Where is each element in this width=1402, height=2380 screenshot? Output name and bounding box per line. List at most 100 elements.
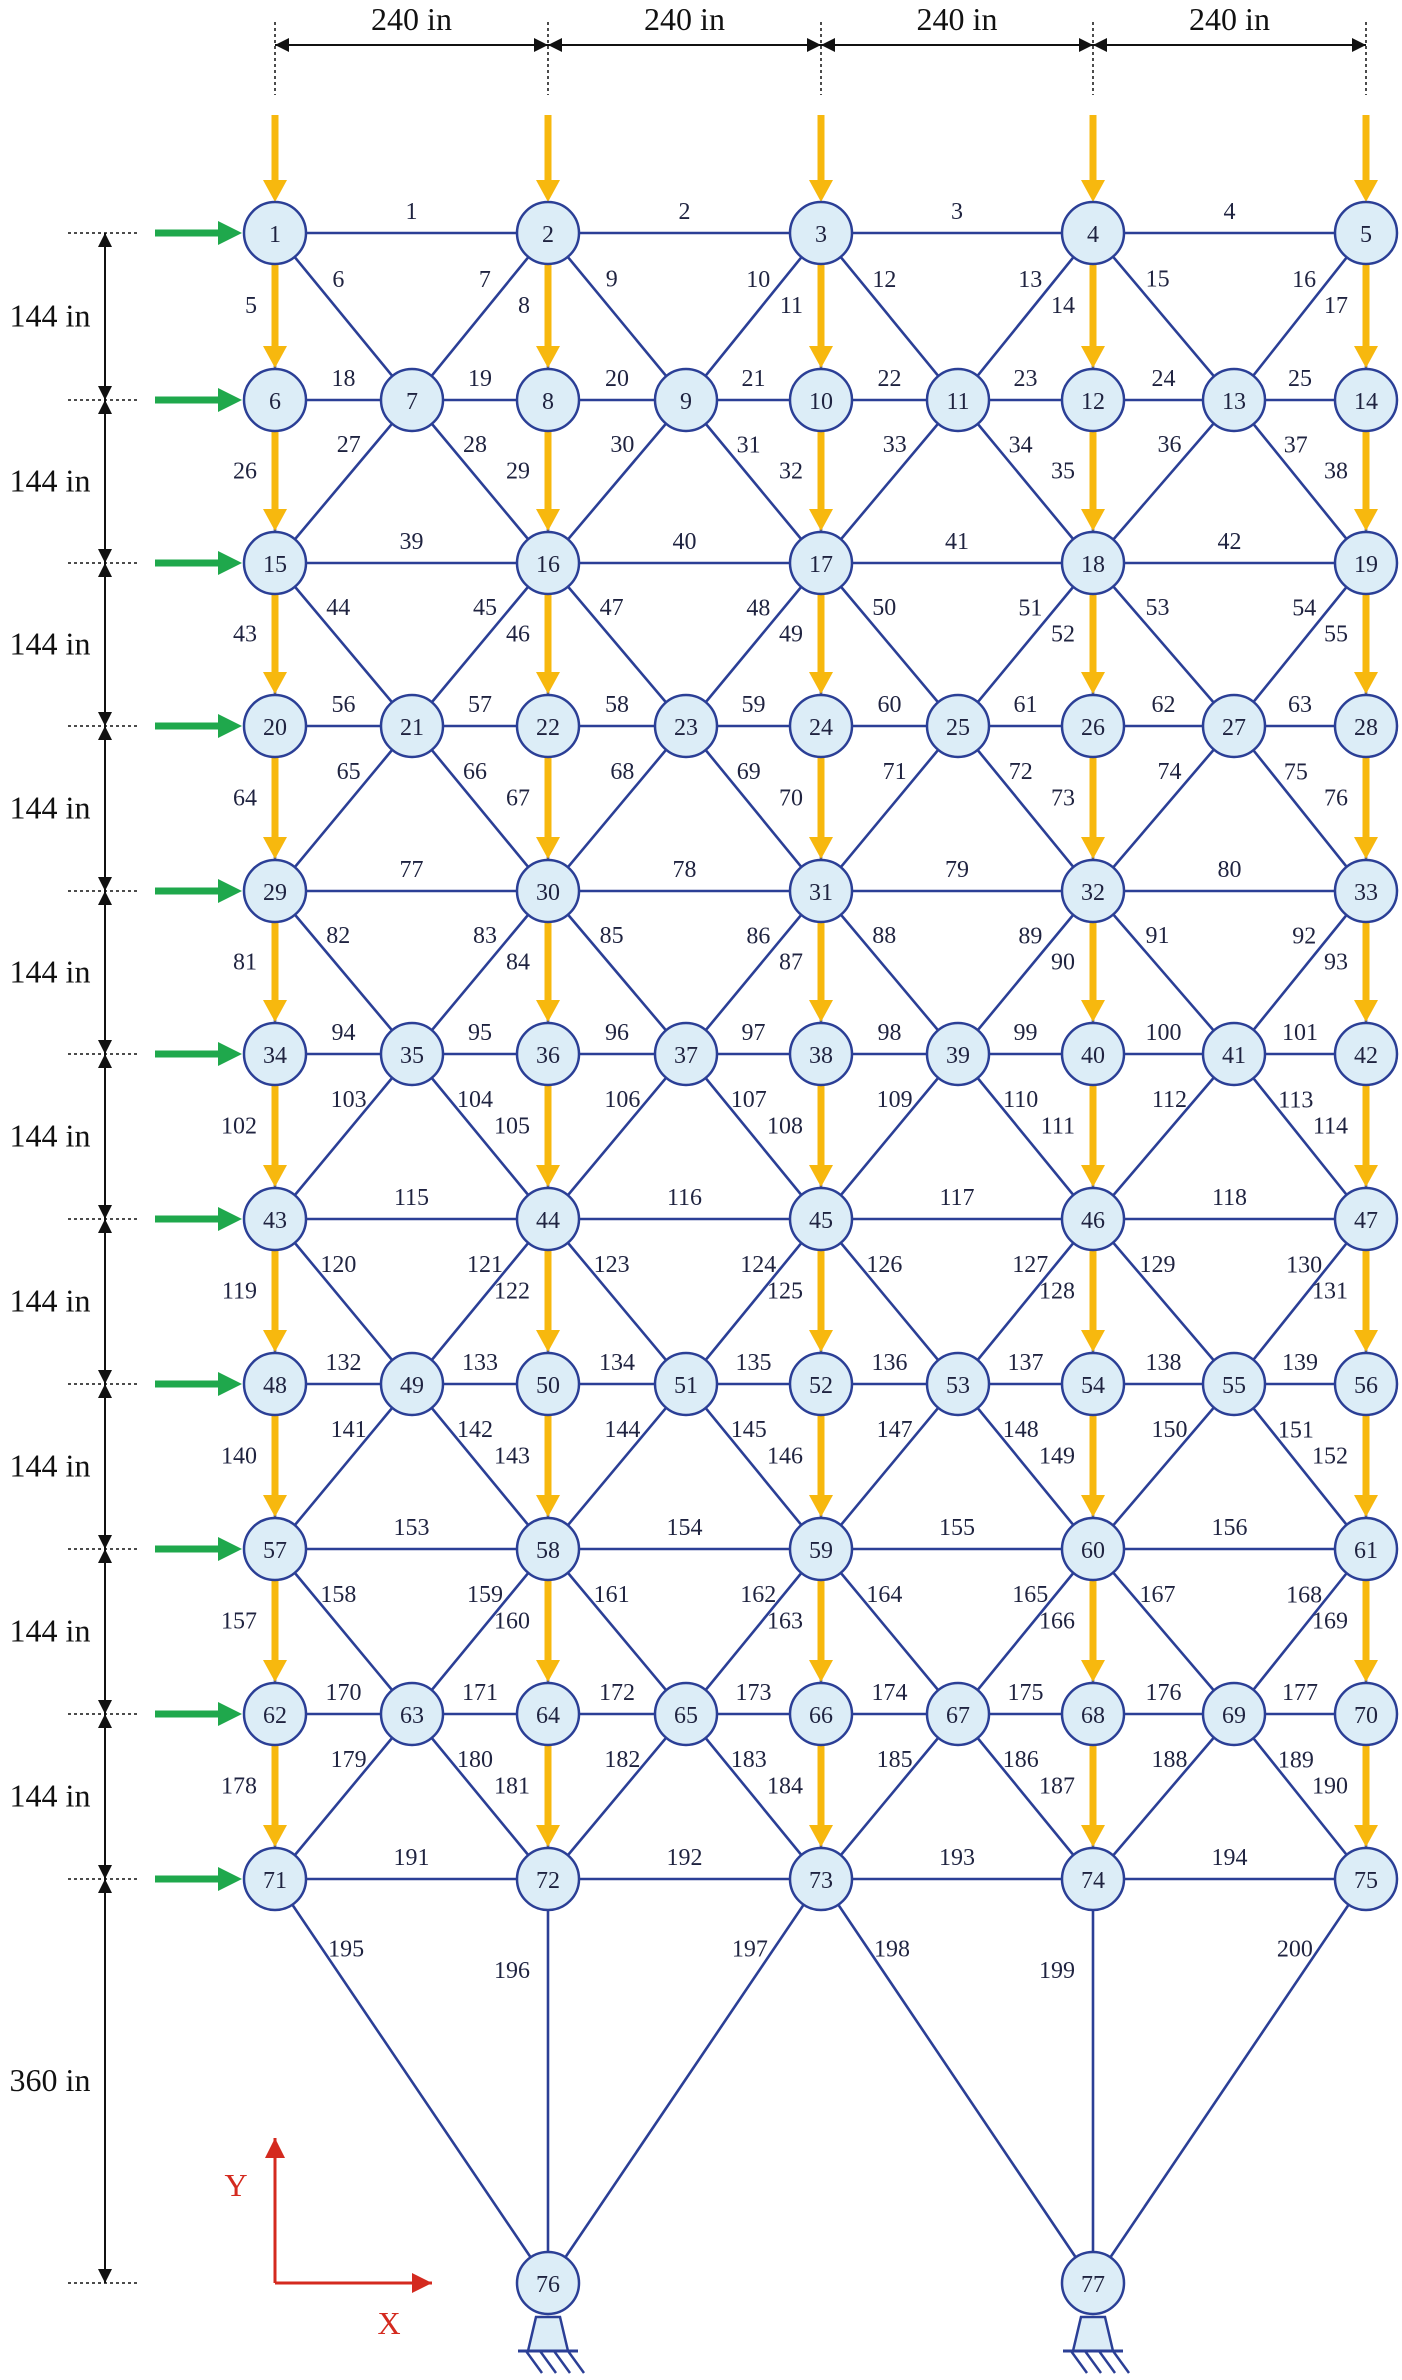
member-107 bbox=[684, 1053, 823, 1220]
member-label-59: 59 bbox=[742, 692, 766, 718]
member-label-48: 48 bbox=[746, 595, 770, 621]
node-label-10: 10 bbox=[809, 389, 833, 415]
node-5 bbox=[1333, 200, 1399, 266]
node-label-15: 15 bbox=[263, 552, 287, 578]
member-label-13: 13 bbox=[1018, 267, 1042, 293]
node-33 bbox=[1333, 858, 1399, 924]
member-162 bbox=[684, 1548, 823, 1715]
node-label-46: 46 bbox=[1081, 1208, 1105, 1234]
node-63 bbox=[379, 1681, 445, 1747]
member-label-165: 165 bbox=[1012, 1582, 1048, 1608]
right-arrow-icon bbox=[155, 1537, 242, 1561]
member-label-27: 27 bbox=[337, 432, 361, 458]
down-arrow-icon bbox=[536, 1251, 560, 1352]
member-label-162: 162 bbox=[740, 1582, 776, 1608]
member-label-172: 172 bbox=[599, 1680, 635, 1706]
member-label-81: 81 bbox=[233, 949, 257, 975]
member-68 bbox=[547, 725, 687, 892]
member-label-7: 7 bbox=[479, 267, 491, 293]
vertical-dimension-label: 144 in bbox=[10, 463, 91, 499]
node-label-21: 21 bbox=[400, 715, 424, 741]
member-label-56: 56 bbox=[332, 692, 356, 718]
node-label-1: 1 bbox=[269, 222, 281, 248]
member-label-104: 104 bbox=[457, 1087, 493, 1113]
member-label-195: 195 bbox=[328, 1937, 364, 1963]
member-189 bbox=[1232, 1713, 1368, 1880]
node-23 bbox=[653, 693, 719, 759]
member-36 bbox=[1092, 399, 1235, 564]
member-label-47: 47 bbox=[600, 595, 624, 621]
node-label-58: 58 bbox=[536, 1538, 560, 1564]
member-9 bbox=[546, 232, 688, 401]
member-164 bbox=[819, 1548, 960, 1715]
member-label-113: 113 bbox=[1278, 1087, 1313, 1113]
down-arrow-icon bbox=[1081, 1251, 1105, 1352]
member-82 bbox=[274, 890, 413, 1055]
member-label-30: 30 bbox=[610, 432, 634, 458]
node-label-50: 50 bbox=[536, 1373, 560, 1399]
member-label-86: 86 bbox=[746, 923, 770, 949]
member-label-146: 146 bbox=[767, 1443, 803, 1469]
down-arrow-icon bbox=[536, 923, 560, 1022]
node-28 bbox=[1333, 693, 1399, 759]
node-56 bbox=[1333, 1351, 1399, 1417]
node-60 bbox=[1060, 1516, 1126, 1582]
member-label-70: 70 bbox=[779, 785, 803, 811]
node-19 bbox=[1333, 530, 1399, 596]
node-41 bbox=[1201, 1021, 1267, 1087]
member-label-68: 68 bbox=[610, 759, 634, 785]
member-130 bbox=[1232, 1218, 1368, 1385]
member-label-184: 184 bbox=[767, 1773, 803, 1799]
vertical-dimension-label: 144 in bbox=[10, 790, 91, 826]
node-label-34: 34 bbox=[263, 1043, 287, 1069]
node-20 bbox=[242, 693, 308, 759]
member-label-118: 118 bbox=[1212, 1185, 1247, 1211]
down-arrow-icon bbox=[1354, 115, 1378, 202]
member-label-114: 114 bbox=[1313, 1113, 1348, 1139]
member-label-29: 29 bbox=[506, 458, 530, 484]
node-66 bbox=[788, 1681, 854, 1747]
down-arrow-icon bbox=[809, 1251, 833, 1352]
right-arrow-icon bbox=[155, 551, 242, 575]
member-label-94: 94 bbox=[332, 1020, 356, 1046]
node-label-29: 29 bbox=[263, 880, 287, 906]
node-62 bbox=[242, 1681, 308, 1747]
node-39 bbox=[925, 1021, 991, 1087]
down-arrow-icon bbox=[1354, 923, 1378, 1022]
horizontal-dimension-label: 240 in bbox=[371, 1, 452, 37]
member-label-155: 155 bbox=[939, 1515, 975, 1541]
node-label-32: 32 bbox=[1081, 880, 1105, 906]
node-label-5: 5 bbox=[1360, 222, 1372, 248]
member-label-50: 50 bbox=[872, 595, 896, 621]
member-label-74: 74 bbox=[1157, 759, 1181, 785]
member-83 bbox=[411, 890, 549, 1055]
member-label-36: 36 bbox=[1158, 432, 1182, 458]
member-label-129: 129 bbox=[1140, 1252, 1176, 1278]
node-label-71: 71 bbox=[263, 1868, 287, 1894]
member-label-178: 178 bbox=[221, 1773, 257, 1799]
member-label-109: 109 bbox=[877, 1087, 913, 1113]
member-label-21: 21 bbox=[742, 366, 766, 392]
member-129 bbox=[1092, 1218, 1235, 1385]
member-167 bbox=[1092, 1548, 1235, 1715]
node-65 bbox=[653, 1681, 719, 1747]
node-label-7: 7 bbox=[406, 389, 418, 415]
member-label-193: 193 bbox=[939, 1845, 975, 1871]
member-label-154: 154 bbox=[667, 1515, 703, 1541]
member-label-141: 141 bbox=[331, 1417, 367, 1443]
member-label-102: 102 bbox=[221, 1113, 257, 1139]
member-label-90: 90 bbox=[1051, 949, 1075, 975]
node-57 bbox=[242, 1516, 308, 1582]
down-arrow-icon bbox=[1354, 1086, 1378, 1187]
member-label-33: 33 bbox=[883, 432, 907, 458]
member-label-161: 161 bbox=[594, 1582, 630, 1608]
node-7 bbox=[379, 367, 445, 433]
member-label-120: 120 bbox=[320, 1252, 356, 1278]
member-44 bbox=[274, 562, 413, 727]
member-15 bbox=[1092, 232, 1235, 401]
member-label-5: 5 bbox=[245, 293, 257, 319]
down-arrow-icon bbox=[263, 1746, 287, 1847]
down-arrow-icon bbox=[536, 1086, 560, 1187]
member-161 bbox=[547, 1548, 687, 1715]
